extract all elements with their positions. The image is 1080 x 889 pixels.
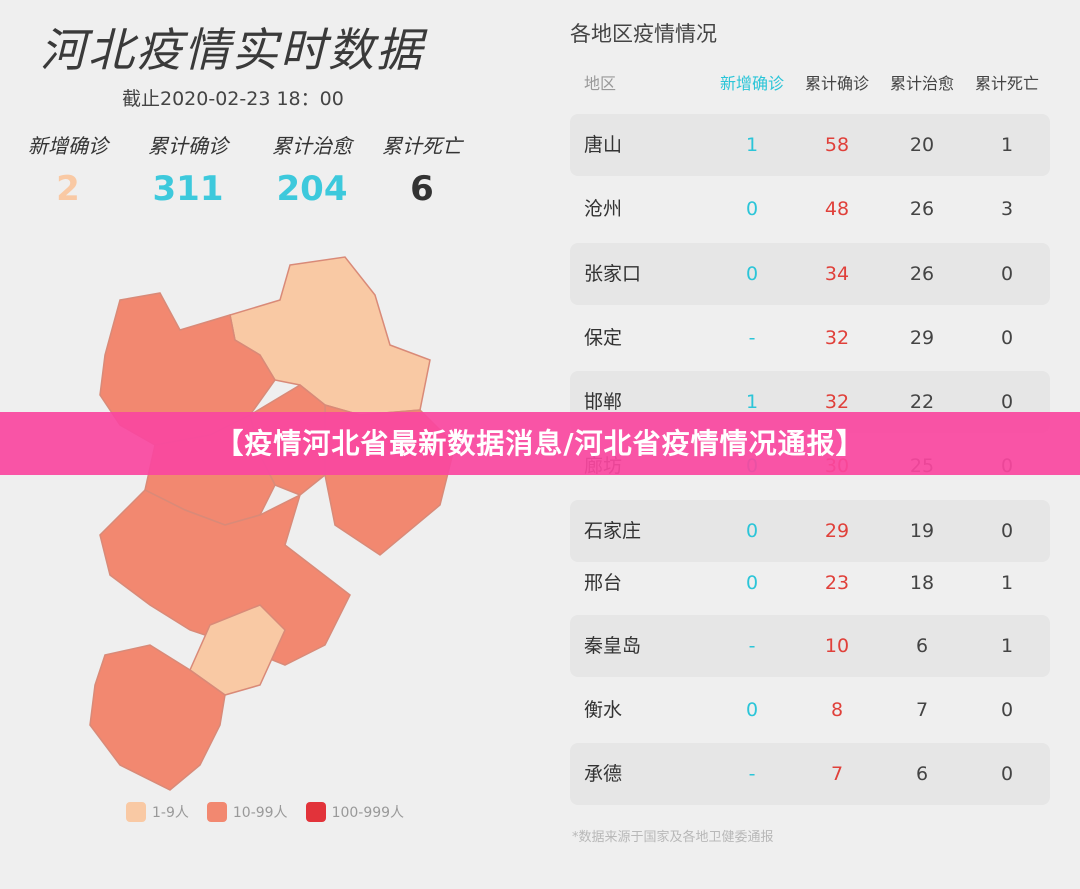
cell-deaths: 0 xyxy=(1000,763,1014,785)
cell-region: 张家口 xyxy=(584,263,642,285)
cell-cured: 22 xyxy=(909,391,935,413)
cell-region: 秦皇岛 xyxy=(584,635,642,657)
cell-new: 0 xyxy=(745,699,759,721)
cell-new: - xyxy=(748,327,756,349)
legend-item: 1-9人 xyxy=(126,802,189,822)
cell-new: 0 xyxy=(745,198,759,220)
cell-cured: 7 xyxy=(915,699,929,721)
cell-confirmed: 7 xyxy=(830,763,844,785)
cell-confirmed: 34 xyxy=(824,263,850,285)
table-row[interactable]: 唐山 1 58 20 1 xyxy=(570,114,1050,176)
update-time: 截止2020-02-23 18：00 xyxy=(122,88,344,110)
stat-total-deaths: 累计死亡 6 xyxy=(362,130,482,209)
cell-confirmed: 58 xyxy=(824,134,850,156)
stat-value: 2 xyxy=(56,169,80,209)
cell-deaths: 0 xyxy=(1000,699,1014,721)
cell-region: 邢台 xyxy=(584,572,623,594)
cell-cured: 6 xyxy=(915,635,929,657)
col-region[interactable]: 地区 xyxy=(584,74,617,93)
legend-label: 100-999人 xyxy=(331,805,405,821)
col-new[interactable]: 新增确诊 xyxy=(719,74,784,93)
stat-label: 累计治愈 xyxy=(272,134,352,158)
cell-confirmed: 32 xyxy=(824,327,850,349)
cell-new: 0 xyxy=(745,572,759,594)
table-row[interactable]: 衡水 0 8 7 0 xyxy=(570,679,1050,741)
legend-label: 1-9人 xyxy=(152,805,189,821)
table-header: 地区 新增确诊 累计确诊 累计治愈 累计死亡 xyxy=(570,70,1050,98)
cell-region: 承德 xyxy=(584,763,623,785)
cell-new: 1 xyxy=(745,134,759,156)
table-row[interactable]: 秦皇岛 - 10 6 1 xyxy=(570,615,1050,677)
cell-new: - xyxy=(748,763,756,785)
legend-item: 100-999人 xyxy=(305,802,405,822)
cell-cured: 26 xyxy=(909,198,935,220)
cell-deaths: 3 xyxy=(1000,198,1014,220)
cell-new: - xyxy=(748,635,756,657)
legend-swatch-icon xyxy=(305,802,326,822)
cell-region: 唐山 xyxy=(584,134,623,156)
cell-cured: 19 xyxy=(909,520,935,542)
table-row[interactable]: 承德 - 7 6 0 xyxy=(570,743,1050,805)
cell-deaths: 0 xyxy=(1000,391,1014,413)
stat-value: 6 xyxy=(410,169,434,209)
cell-deaths: 0 xyxy=(1000,263,1014,285)
cell-new: 0 xyxy=(745,263,759,285)
stat-label: 累计死亡 xyxy=(382,134,462,158)
stat-value: 204 xyxy=(276,169,348,209)
cell-region: 石家庄 xyxy=(584,520,642,542)
page-title: 河北疫情实时数据 xyxy=(40,23,424,77)
cell-confirmed: 23 xyxy=(824,572,850,594)
cell-deaths: 1 xyxy=(1000,134,1014,156)
cell-confirmed: 29 xyxy=(824,520,850,542)
cell-region: 保定 xyxy=(584,327,623,349)
hebei-map[interactable] xyxy=(60,245,480,795)
stat-total-confirmed: 累计确诊 311 xyxy=(128,130,248,209)
cell-cured: 20 xyxy=(909,134,935,156)
table-row[interactable]: 沧州 0 48 26 3 xyxy=(570,178,1050,240)
legend-swatch-icon xyxy=(206,802,227,822)
col-cured[interactable]: 累计治愈 xyxy=(889,74,954,93)
table-title: 各地区疫情情况 xyxy=(570,22,717,46)
cell-region: 衡水 xyxy=(584,699,623,721)
cell-cured: 6 xyxy=(915,763,929,785)
cell-deaths: 1 xyxy=(1000,572,1014,594)
map-legend: 1-9人 10-99人 100-999人 xyxy=(126,802,404,822)
stat-new-confirmed: 新增确诊 2 xyxy=(8,130,128,209)
table-row[interactable]: 邢台 0 23 18 1 xyxy=(570,552,1050,614)
cell-confirmed: 10 xyxy=(824,635,850,657)
stat-total-cured: 累计治愈 204 xyxy=(252,130,372,209)
cell-confirmed: 32 xyxy=(824,391,850,413)
table-row[interactable]: 张家口 0 34 26 0 xyxy=(570,243,1050,305)
col-confirmed[interactable]: 累计确诊 xyxy=(804,74,869,93)
legend-swatch-icon xyxy=(126,802,146,822)
cell-deaths: 0 xyxy=(1000,520,1014,542)
cell-deaths: 0 xyxy=(1000,327,1014,349)
col-deaths[interactable]: 累计死亡 xyxy=(974,74,1039,93)
cell-confirmed: 8 xyxy=(830,699,844,721)
cell-cured: 18 xyxy=(909,572,935,594)
region-zhangjiakou[interactable] xyxy=(99,292,276,446)
cell-new: 0 xyxy=(745,520,759,542)
cell-region: 邯郸 xyxy=(584,391,623,413)
cell-new: 1 xyxy=(745,391,759,413)
table-row[interactable]: 保定 - 32 29 0 xyxy=(570,307,1050,369)
cell-confirmed: 48 xyxy=(824,198,850,220)
stat-label: 新增确诊 xyxy=(28,134,108,158)
cell-cured: 26 xyxy=(909,263,935,285)
headline-banner: 【疫情河北省最新数据消息/河北省疫情情况通报】 xyxy=(0,412,1080,475)
stat-value: 311 xyxy=(152,169,224,209)
legend-label: 10-99人 xyxy=(232,805,288,821)
cell-deaths: 1 xyxy=(1000,635,1014,657)
cell-region: 沧州 xyxy=(584,198,623,220)
table-row[interactable]: 石家庄 0 29 19 0 xyxy=(570,500,1050,562)
region-shijiazhuang-cangzhou[interactable] xyxy=(99,489,351,666)
region-xingtai-handan[interactable] xyxy=(89,644,226,791)
cell-cured: 29 xyxy=(909,327,935,349)
legend-item: 10-99人 xyxy=(206,802,288,822)
stat-label: 累计确诊 xyxy=(148,134,228,158)
data-source-note: *数据来源于国家及各地卫健委通报 xyxy=(572,830,774,845)
